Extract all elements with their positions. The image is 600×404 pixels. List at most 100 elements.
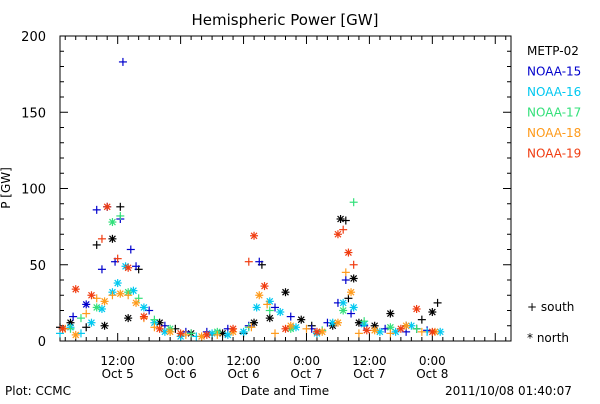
- plot-credit: Plot: CCMC: [5, 384, 71, 398]
- north-point: [336, 215, 345, 223]
- data-points: [56, 57, 445, 341]
- legend-entry: NOAA-19: [527, 147, 581, 161]
- plot-timestamp: 2011/10/08 01:40:07: [445, 384, 572, 398]
- y-tick-label: 100: [21, 183, 46, 198]
- south-point: [124, 291, 133, 300]
- north-point: [281, 288, 290, 297]
- south-point: [339, 225, 348, 234]
- south-point: [150, 315, 159, 324]
- x-tick-label: 12:00: [352, 354, 387, 368]
- north-point: [71, 285, 80, 294]
- south-point: [150, 323, 159, 332]
- south-point: [113, 254, 122, 263]
- north-point: [347, 288, 356, 297]
- x-tick-label: Oct 7: [353, 367, 385, 381]
- north-point: [176, 329, 185, 338]
- north-point: [124, 263, 133, 272]
- marker-legend-entry: * north: [527, 331, 569, 345]
- north-point: [218, 329, 227, 338]
- x-axis-label: Date and Time: [241, 384, 329, 398]
- north-point: [281, 324, 290, 333]
- north-point: [97, 304, 106, 313]
- south-point: [69, 312, 78, 321]
- y-tick-label: 0: [38, 335, 46, 350]
- north-point: [124, 314, 133, 323]
- y-axis-label: P [GW]: [0, 167, 13, 209]
- south-point: [76, 329, 85, 338]
- legend-entry: NOAA-18: [527, 126, 581, 140]
- south-point: [126, 245, 135, 254]
- south-point: [271, 303, 280, 312]
- x-tick-label: Oct 6: [227, 367, 259, 381]
- south-point: [97, 234, 106, 243]
- y-axis: 0 50 100 150 200: [21, 30, 511, 350]
- north-point: [139, 303, 148, 312]
- y-tick-label: 150: [21, 106, 46, 121]
- north-point: [100, 297, 109, 306]
- north-point: [312, 327, 321, 336]
- north-point: [396, 324, 405, 333]
- north-point: [87, 318, 96, 327]
- north-point: [116, 289, 125, 298]
- north-point: [239, 327, 248, 336]
- x-tick-label: Oct 5: [102, 367, 134, 381]
- south-point: [244, 257, 253, 266]
- south-point: [286, 312, 295, 321]
- north-point: [428, 327, 437, 336]
- south-point: [76, 314, 85, 323]
- north-point: [349, 274, 358, 283]
- x-tick-label: 0:00: [293, 354, 320, 368]
- north-point: [197, 332, 206, 341]
- north-point: [139, 312, 148, 321]
- north-point: [407, 321, 416, 330]
- north-point: [155, 324, 164, 333]
- south-point: [108, 291, 117, 300]
- north-point: [333, 318, 342, 327]
- north-point: [297, 315, 306, 324]
- south-point: [302, 324, 311, 333]
- x-tick-label: Oct 6: [165, 367, 197, 381]
- north-point: [166, 327, 175, 336]
- marker-legend: + south * north: [527, 300, 574, 345]
- y-tick-label: 200: [21, 30, 46, 45]
- south-point: [132, 262, 141, 271]
- north-point: [412, 304, 421, 313]
- north-point: [339, 298, 348, 307]
- north-point: [260, 282, 269, 291]
- south-point: [82, 309, 91, 318]
- south-point: [187, 329, 196, 338]
- legend: METP-02 NOAA-15 NOAA-16 NOAA-17 NOAA-18 NOAA-…: [527, 44, 581, 161]
- south-point: [265, 306, 274, 315]
- south-point: [255, 257, 264, 266]
- south-point: [360, 317, 369, 326]
- south-point: [344, 294, 353, 303]
- north-point: [100, 321, 109, 330]
- chart-title: Hemispheric Power [GW]: [192, 11, 379, 29]
- north-point: [339, 306, 348, 315]
- south-point: [213, 330, 222, 339]
- south-point: [118, 57, 127, 66]
- y-tick-label: 50: [29, 259, 46, 274]
- south-point: [116, 202, 125, 211]
- marker-legend-entry: + south: [527, 300, 574, 314]
- south-point: [92, 240, 101, 249]
- north-point: [344, 248, 353, 257]
- x-tick-label: 0:00: [419, 354, 446, 368]
- north-point: [276, 308, 285, 317]
- south-point: [82, 323, 91, 332]
- north-point: [386, 309, 395, 318]
- north-point: [82, 300, 91, 309]
- south-point: [386, 329, 395, 338]
- south-point: [116, 211, 125, 220]
- north-point: [370, 326, 379, 335]
- south-point: [349, 260, 358, 269]
- north-point: [208, 329, 217, 338]
- legend-entry: NOAA-15: [527, 65, 581, 79]
- south-point: [417, 327, 426, 336]
- south-point: [341, 216, 350, 225]
- north-point: [202, 330, 211, 339]
- legend-entry: METP-02: [527, 44, 579, 58]
- north-point: [71, 330, 80, 339]
- x-tick-label: 12:00: [100, 354, 135, 368]
